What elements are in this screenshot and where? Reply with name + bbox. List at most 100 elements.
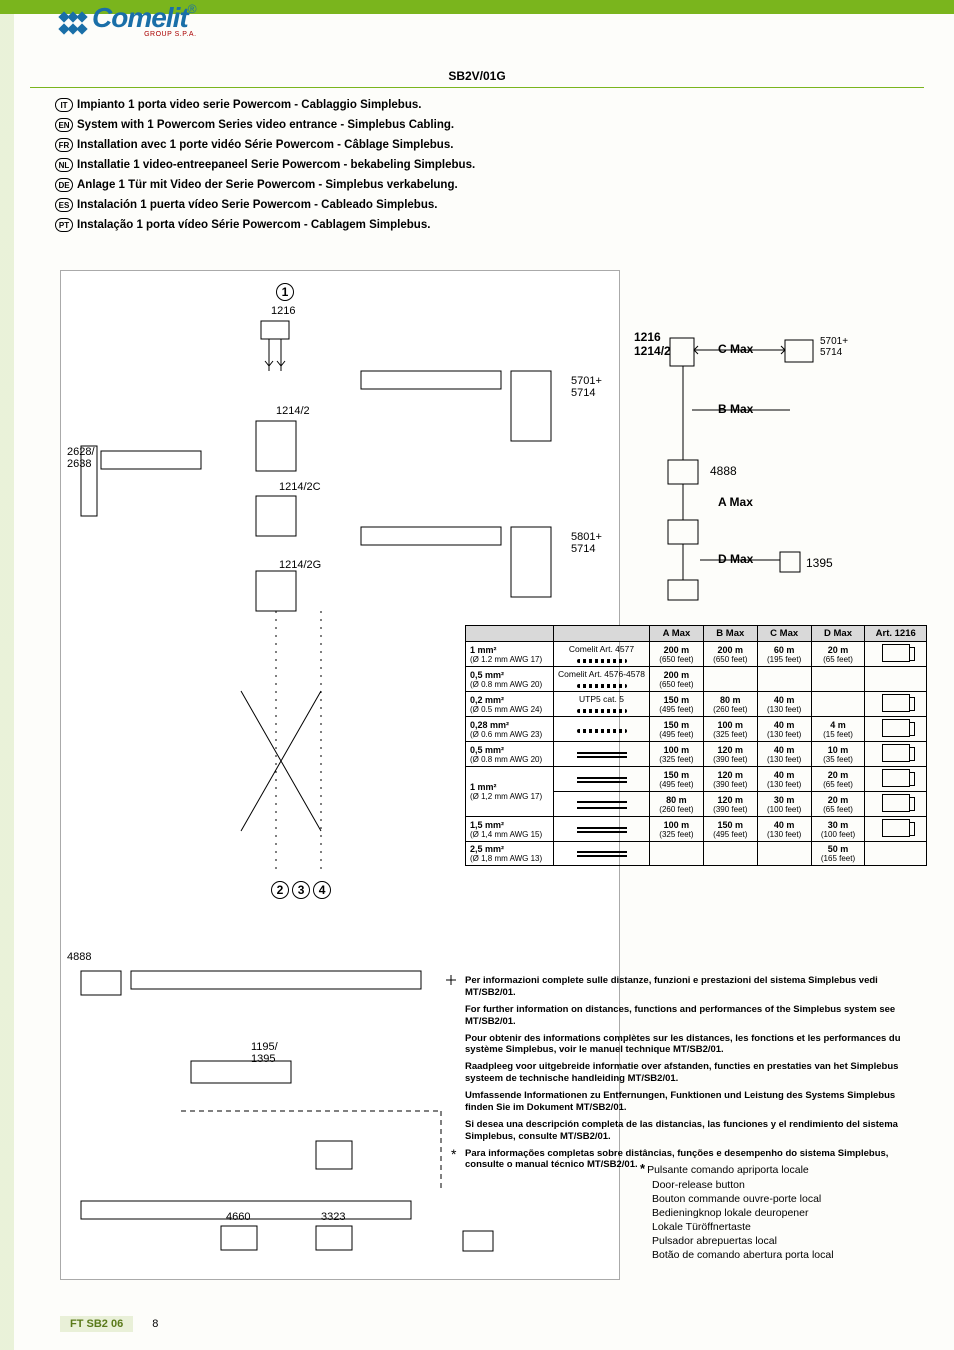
dist-cell: 100 m(325 feet)	[650, 817, 704, 842]
cable-cell: 1 mm²(Ø 1.2 mm AWG 17)	[466, 642, 554, 667]
dist-cell	[757, 667, 811, 692]
cable-cell: 0,2 mm²(Ø 0.5 mm AWG 24)	[466, 692, 554, 717]
language-list: ITImpianto 1 porta video serie Powercom …	[55, 98, 924, 232]
dist-cell: 60 m(195 feet)	[757, 642, 811, 667]
dist-cell: 80 m(260 feet)	[650, 792, 704, 817]
side-accent	[0, 14, 14, 1350]
lang-line: PTInstalação 1 porta vídeo Série Powerco…	[55, 218, 924, 232]
dist-cell: 40 m(130 feet)	[757, 692, 811, 717]
art-cell	[865, 817, 927, 842]
dist-cell	[650, 842, 704, 866]
lang-badge: IT	[55, 98, 73, 112]
cable-cell: 0,5 mm²(Ø 0.8 mm AWG 20)	[466, 742, 554, 767]
legend-star: *Pulsante comando apriporta locale Door-…	[640, 1160, 930, 1263]
note-line: Pour obtenir des informations complètes …	[465, 1033, 925, 1057]
legend-line: Pulsador abrepuertas local	[652, 1234, 930, 1248]
rd-cmax: C Max	[718, 342, 753, 356]
dist-cell: 100 m(325 feet)	[650, 742, 704, 767]
rd-dmax: D Max	[718, 552, 753, 566]
dist-cell: 200 m(650 feet)	[703, 642, 757, 667]
dist-cell	[811, 692, 865, 717]
legend-line: Lokale Türöffnertaste	[652, 1220, 930, 1234]
lang-line: ENSystem with 1 Powercom Series video en…	[55, 118, 924, 132]
type-cell: Comelit Art. 4577	[554, 642, 650, 667]
dist-cell: 20 m(65 feet)	[811, 767, 865, 792]
dist-cell: 200 m(650 feet)	[650, 667, 704, 692]
rd-1216: 12161214/2	[634, 330, 671, 358]
art-cell	[865, 767, 927, 792]
table-row: 2,5 mm²(Ø 1,8 mm AWG 13) 50 m(165 feet)	[466, 842, 927, 866]
distance-svg	[630, 330, 920, 605]
lang-badge: ES	[55, 198, 73, 212]
lang-badge: EN	[55, 118, 73, 132]
rd-bmax: B Max	[718, 402, 753, 416]
dist-cell	[703, 842, 757, 866]
dist-cell: 80 m(260 feet)	[703, 692, 757, 717]
art-cell	[865, 742, 927, 767]
table-row: 1 mm²(Ø 1,2 mm AWG 17)150 m(495 feet)120…	[466, 767, 927, 792]
art-cell	[865, 792, 927, 817]
table-row: 0,5 mm²(Ø 0.8 mm AWG 20)Comelit Art. 457…	[466, 667, 927, 692]
distance-diagram: 12161214/2 C Max 5701+ 5714 B Max 4888 A…	[630, 330, 920, 605]
lang-line: NLInstallatie 1 video-entreepaneel Serie…	[55, 158, 924, 172]
dist-cell: 10 m(35 feet)	[811, 742, 865, 767]
art-cell	[865, 842, 927, 866]
cable-cell: 0,5 mm²(Ø 0.8 mm AWG 20)	[466, 667, 554, 692]
dist-cell: 200 m(650 feet)	[650, 642, 704, 667]
type-cell	[554, 842, 650, 866]
dist-cell: 40 m(130 feet)	[757, 767, 811, 792]
table-row: 1,5 mm²(Ø 1,4 mm AWG 15)100 m(325 feet)1…	[466, 817, 927, 842]
dist-cell: 40 m(130 feet)	[757, 817, 811, 842]
distance-table: A MaxB MaxC MaxD MaxArt. 12161 mm²(Ø 1.2…	[465, 625, 927, 866]
rd-amax: A Max	[718, 495, 753, 509]
footer-page: 8	[152, 1318, 158, 1330]
table-header: C Max	[757, 626, 811, 642]
dist-cell: 30 m(100 feet)	[811, 817, 865, 842]
legend-line: Bouton commande ouvre-porte local	[652, 1192, 930, 1206]
type-cell	[554, 717, 650, 742]
table-row: 1 mm²(Ø 1.2 mm AWG 17)Comelit Art. 45772…	[466, 642, 927, 667]
legend-line: Botão de comando abertura porta local	[652, 1248, 930, 1262]
dist-cell: 40 m(130 feet)	[757, 717, 811, 742]
dist-cell: 150 m(495 feet)	[650, 767, 704, 792]
dist-cell: 120 m(390 feet)	[703, 742, 757, 767]
legend-line: Bedieningknop lokale deuropener	[652, 1206, 930, 1220]
dist-cell: 120 m(390 feet)	[703, 792, 757, 817]
dist-cell: 150 m(495 feet)	[703, 817, 757, 842]
note-line: Per informazioni complete sulle distanze…	[465, 975, 925, 999]
table-header: Art. 1216	[865, 626, 927, 642]
art-cell	[865, 667, 927, 692]
cable-cell: 1 mm²(Ø 1,2 mm AWG 17)	[466, 767, 554, 817]
logo: Comelit® GROUP S.P.A.	[60, 2, 197, 38]
table-row: 0,5 mm²(Ø 0.8 mm AWG 20)100 m(325 feet)1…	[466, 742, 927, 767]
note-line: Raadpleeg voor uitgebreide informatie ov…	[465, 1061, 925, 1085]
table-header: A Max	[650, 626, 704, 642]
lang-badge: NL	[55, 158, 73, 172]
dist-cell: 30 m(100 feet)	[757, 792, 811, 817]
table-header	[554, 626, 650, 642]
dist-cell: 20 m(65 feet)	[811, 792, 865, 817]
note-line: Umfassende Informationen zu Entfernungen…	[465, 1090, 925, 1114]
type-cell	[554, 817, 650, 842]
logo-icon	[60, 13, 90, 35]
type-cell	[554, 742, 650, 767]
table-header: D Max	[811, 626, 865, 642]
dist-cell: 100 m(325 feet)	[703, 717, 757, 742]
doc-code: SB2V/01G	[0, 69, 954, 87]
cable-cell: 2,5 mm²(Ø 1,8 mm AWG 13)	[466, 842, 554, 866]
table-row: 0,2 mm²(Ø 0.5 mm AWG 24)UTP5 cat. 5150 m…	[466, 692, 927, 717]
type-cell	[554, 767, 650, 792]
table-header	[466, 626, 554, 642]
legend-line: Door-release button	[652, 1178, 930, 1192]
lang-badge: DE	[55, 178, 73, 192]
dist-cell: 40 m(130 feet)	[757, 742, 811, 767]
dist-cell: 50 m(165 feet)	[811, 842, 865, 866]
dist-cell	[703, 667, 757, 692]
rd-5701: 5701+ 5714	[820, 336, 848, 358]
footer-code: FT SB2 06	[60, 1316, 133, 1332]
dist-cell: 150 m(495 feet)	[650, 692, 704, 717]
type-cell	[554, 792, 650, 817]
type-cell: UTP5 cat. 5	[554, 692, 650, 717]
cable-cell: 0,28 mm²(Ø 0.6 mm AWG 23)	[466, 717, 554, 742]
art-cell	[865, 717, 927, 742]
